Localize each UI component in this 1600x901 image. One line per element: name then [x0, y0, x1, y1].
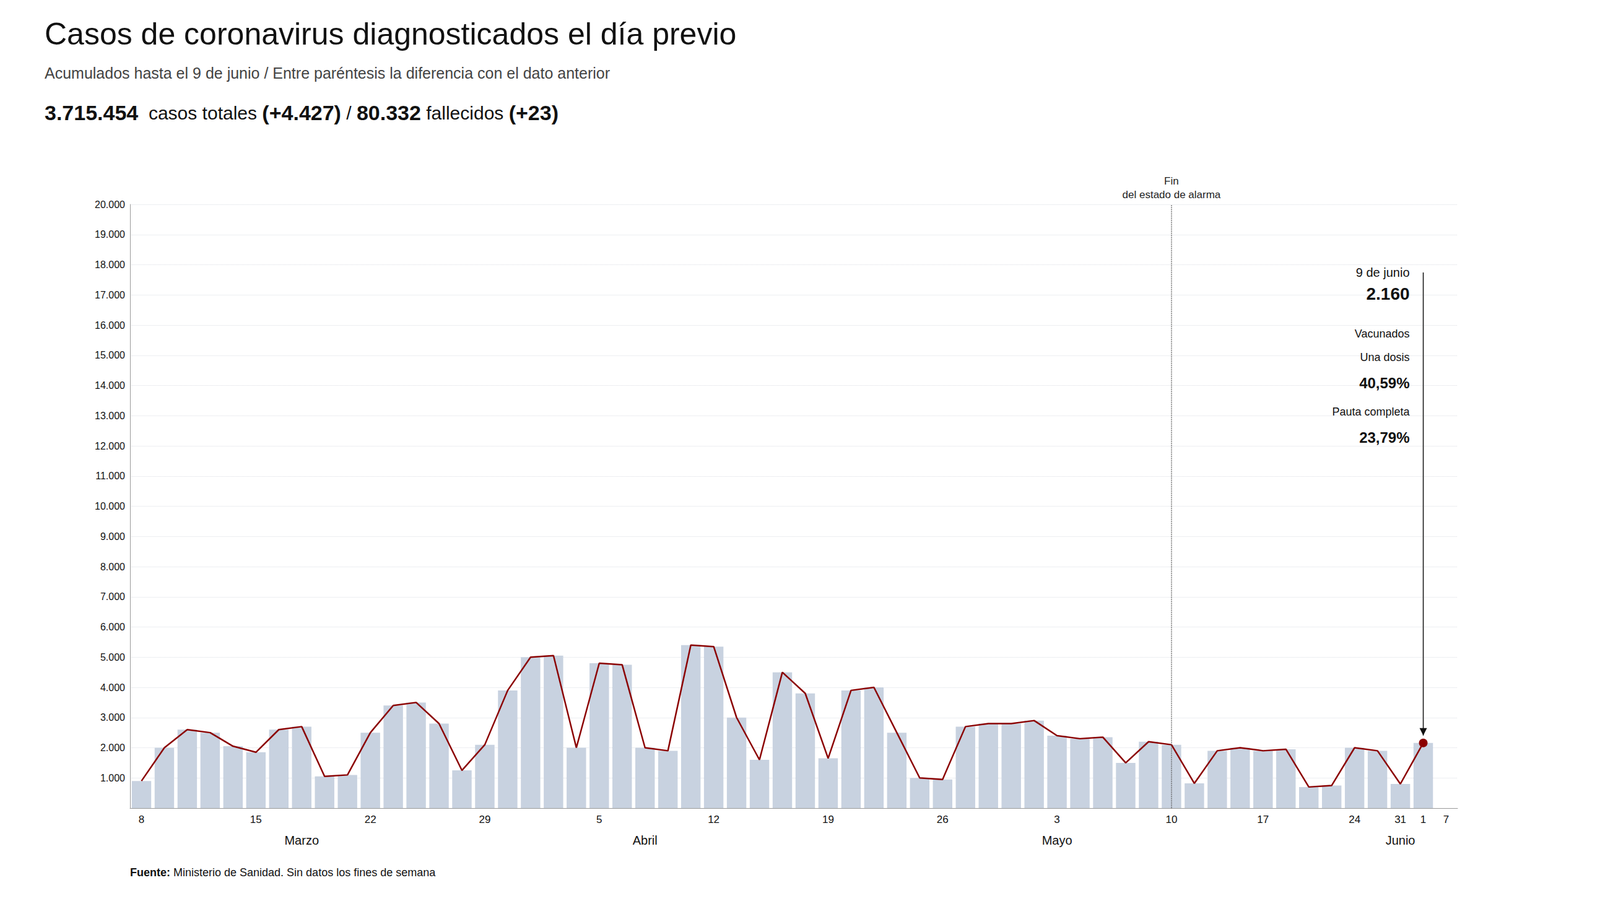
svg-text:casos totales: casos totales — [138, 102, 262, 124]
svg-text:5.000: 5.000 — [100, 652, 126, 663]
svg-text:6.000: 6.000 — [100, 621, 126, 633]
svg-text:10: 10 — [1165, 813, 1178, 826]
svg-text:/: / — [341, 102, 357, 124]
svg-text:Casos de coronavirus diagnosti: Casos de coronavirus diagnosticados el d… — [44, 16, 737, 52]
svg-text:80.332: 80.332 — [356, 100, 422, 125]
svg-text:20.000: 20.000 — [94, 199, 126, 210]
svg-text:5: 5 — [596, 813, 602, 826]
svg-text:3.715.454: 3.715.454 — [44, 100, 139, 125]
svg-text:13.000: 13.000 — [94, 410, 126, 422]
svg-text:3.000: 3.000 — [100, 712, 126, 723]
svg-text:18.000: 18.000 — [94, 259, 126, 270]
svg-text:Vacunados: Vacunados — [1354, 327, 1410, 340]
svg-text:Fuente:: Fuente: — [130, 866, 171, 879]
svg-text:Pauta completa: Pauta completa — [1331, 405, 1410, 418]
svg-text:12.000: 12.000 — [94, 440, 126, 452]
svg-text:16.000: 16.000 — [94, 320, 126, 331]
svg-text:fallecidos: fallecidos — [421, 102, 509, 124]
svg-text:Acumulados hasta el 9 de junio: Acumulados hasta el 9 de junio / Entre p… — [44, 64, 610, 82]
svg-text:(+23): (+23) — [508, 100, 559, 125]
svg-text:7: 7 — [1443, 813, 1449, 826]
svg-text:31: 31 — [1394, 813, 1407, 826]
svg-text:8.000: 8.000 — [100, 561, 126, 573]
svg-text:22: 22 — [364, 813, 377, 826]
svg-text:Abril: Abril — [632, 833, 658, 848]
svg-text:Mayo: Mayo — [1042, 833, 1073, 848]
svg-text:4.000: 4.000 — [100, 682, 126, 693]
svg-text:3: 3 — [1053, 813, 1060, 826]
svg-text:24: 24 — [1348, 813, 1361, 826]
svg-text:17: 17 — [1256, 813, 1269, 826]
svg-text:19: 19 — [822, 813, 835, 826]
svg-text:14.000: 14.000 — [94, 380, 126, 391]
svg-text:9.000: 9.000 — [100, 531, 126, 542]
svg-text:10.000: 10.000 — [94, 500, 126, 512]
svg-text:Una dosis: Una dosis — [1360, 351, 1410, 364]
svg-text:2.000: 2.000 — [100, 742, 126, 753]
svg-text:17.000: 17.000 — [94, 289, 126, 301]
svg-text:Junio: Junio — [1385, 833, 1416, 848]
svg-text:11.000: 11.000 — [95, 470, 126, 482]
svg-text:Ministerio de Sanidad. Sin dat: Ministerio de Sanidad. Sin datos los fin… — [170, 866, 436, 879]
svg-text:Marzo: Marzo — [284, 833, 319, 848]
svg-text:29: 29 — [479, 813, 492, 826]
svg-text:7.000: 7.000 — [100, 591, 126, 602]
svg-text:23,79%: 23,79% — [1359, 429, 1410, 446]
svg-text:9 de junio: 9 de junio — [1356, 265, 1410, 280]
svg-text:19.000: 19.000 — [94, 229, 126, 240]
svg-text:12: 12 — [707, 813, 720, 826]
svg-text:2.160: 2.160 — [1365, 284, 1410, 304]
svg-text:26: 26 — [936, 813, 949, 826]
svg-text:del estado de alarma: del estado de alarma — [1122, 188, 1222, 201]
svg-text:1: 1 — [1420, 813, 1427, 826]
svg-text:(+4.427): (+4.427) — [261, 100, 342, 125]
svg-text:40,59%: 40,59% — [1359, 374, 1410, 392]
svg-text:8: 8 — [138, 813, 145, 826]
svg-text:1.000: 1.000 — [100, 772, 126, 784]
svg-text:15.000: 15.000 — [94, 349, 126, 361]
svg-text:15: 15 — [250, 813, 262, 826]
svg-text:Fin: Fin — [1164, 175, 1179, 187]
